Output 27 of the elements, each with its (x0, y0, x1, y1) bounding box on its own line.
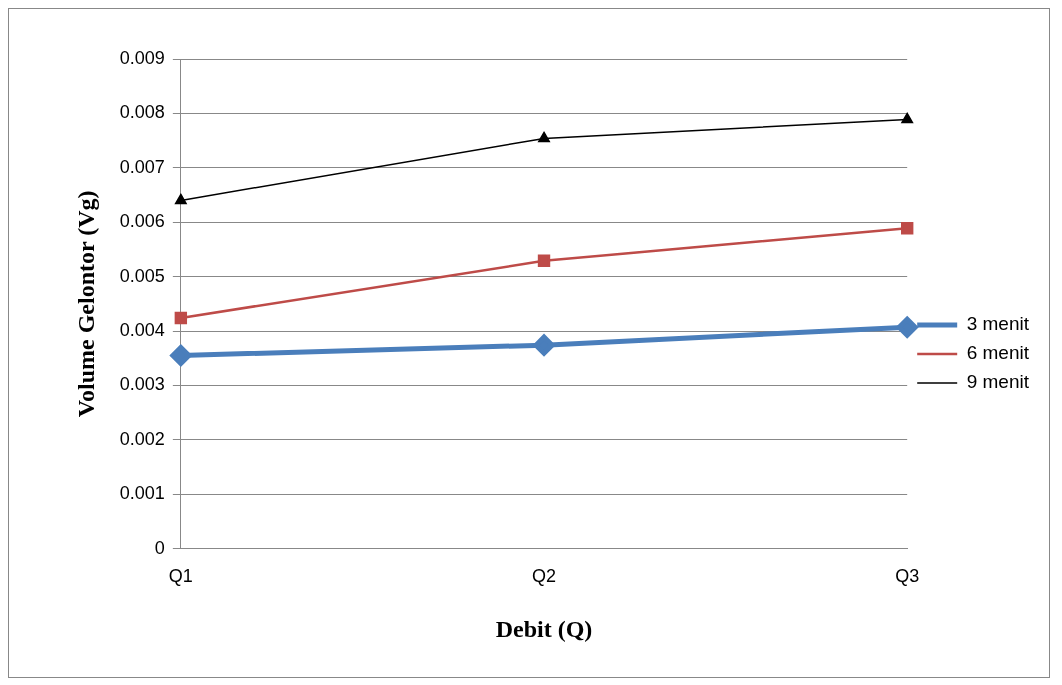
point (174, 193, 187, 205)
y-tick-label: 0.003 (119, 374, 165, 395)
point (537, 254, 551, 268)
point (901, 112, 914, 124)
y-axis-title: Volume Gelontor (Vg) (72, 190, 99, 418)
point (170, 344, 192, 366)
legend-label: 6 menit (966, 342, 1030, 364)
y-tick-label: 0.004 (119, 319, 165, 340)
y-tick-label: 0 (154, 537, 165, 558)
y-tick-label: 0.009 (119, 47, 165, 68)
x-tick-label: Q2 (532, 566, 557, 587)
y-tick-label: 0.006 (119, 211, 165, 232)
point (533, 334, 555, 356)
point (174, 311, 188, 325)
x-axis-title: Debit (Q) (495, 615, 593, 642)
point (900, 221, 914, 235)
point (896, 316, 918, 338)
x-tick-label: Q3 (895, 566, 920, 587)
y-tick-label: 0.008 (119, 102, 165, 123)
y-tick-label: 0.002 (119, 428, 165, 449)
legend-label: 9 menit (966, 371, 1030, 393)
point (538, 131, 550, 143)
x-tick-label: Q1 (168, 566, 193, 587)
legend-label: 3 menit (966, 313, 1030, 335)
y-tick-label: 0.001 (119, 483, 165, 504)
y-tick-label: 0.007 (119, 156, 165, 177)
y-tick-label: 0.005 (119, 265, 165, 286)
